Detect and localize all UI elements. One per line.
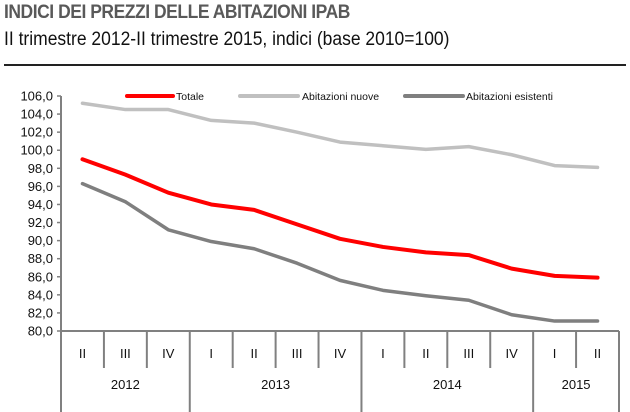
year-label: 2012 [111, 377, 140, 392]
x-tick-label: I [381, 346, 385, 361]
chart-subtitle: II trimestre 2012-II trimestre 2015, ind… [4, 29, 450, 50]
x-tick-label: III [463, 346, 474, 361]
x-tick-label: IV [162, 346, 175, 361]
y-tick-label: 82,0 [28, 305, 53, 320]
x-tick-label: I [553, 346, 557, 361]
series-line-abitazioni-nuove [80, 101, 600, 170]
year-label: 2013 [261, 377, 290, 392]
x-tick-label: III [292, 346, 303, 361]
y-tick-label: 80,0 [28, 324, 53, 339]
y-tick-label: 84,0 [28, 287, 53, 302]
x-tick-label: IV [506, 346, 519, 361]
y-tick-label: 104,0 [20, 107, 53, 122]
legend-label: Abitazioni esistenti [466, 91, 553, 103]
x-tick-label: II [79, 346, 86, 361]
y-tick-label: 88,0 [28, 251, 53, 266]
y-tick-label: 98,0 [28, 161, 53, 176]
x-tick-label: I [209, 346, 213, 361]
y-tick-label: 96,0 [28, 179, 53, 194]
x-tick-label: IV [334, 346, 347, 361]
x-tick-label: II [251, 346, 258, 361]
y-tick-label: 106,0 [20, 89, 53, 104]
year-label: 2014 [433, 377, 462, 392]
legend-item: Totale [125, 91, 204, 103]
legend-label: Totale [176, 91, 204, 103]
x-tick-label: II [422, 346, 429, 361]
title-divider [4, 64, 626, 66]
legend-item: Abitazioni nuove [238, 91, 379, 103]
y-tick-label: 92,0 [28, 215, 53, 230]
year-label: 2015 [562, 377, 591, 392]
x-tick-label: II [594, 346, 601, 361]
x-tick-label: III [120, 346, 131, 361]
y-tick-label: 86,0 [28, 269, 53, 284]
y-tick-label: 100,0 [20, 143, 53, 158]
y-tick-label: 94,0 [28, 197, 53, 212]
series-line-abitazioni-esistenti [80, 181, 600, 323]
legend-label: Abitazioni nuove [302, 91, 379, 103]
y-tick-label: 102,0 [20, 125, 53, 140]
chart-title: INDICI DEI PREZZI DELLE ABITAZIONI IPAB [4, 2, 350, 23]
legend-item: Abitazioni esistenti [403, 91, 553, 103]
series-line-totale [80, 157, 600, 280]
y-tick-label: 90,0 [28, 233, 53, 248]
